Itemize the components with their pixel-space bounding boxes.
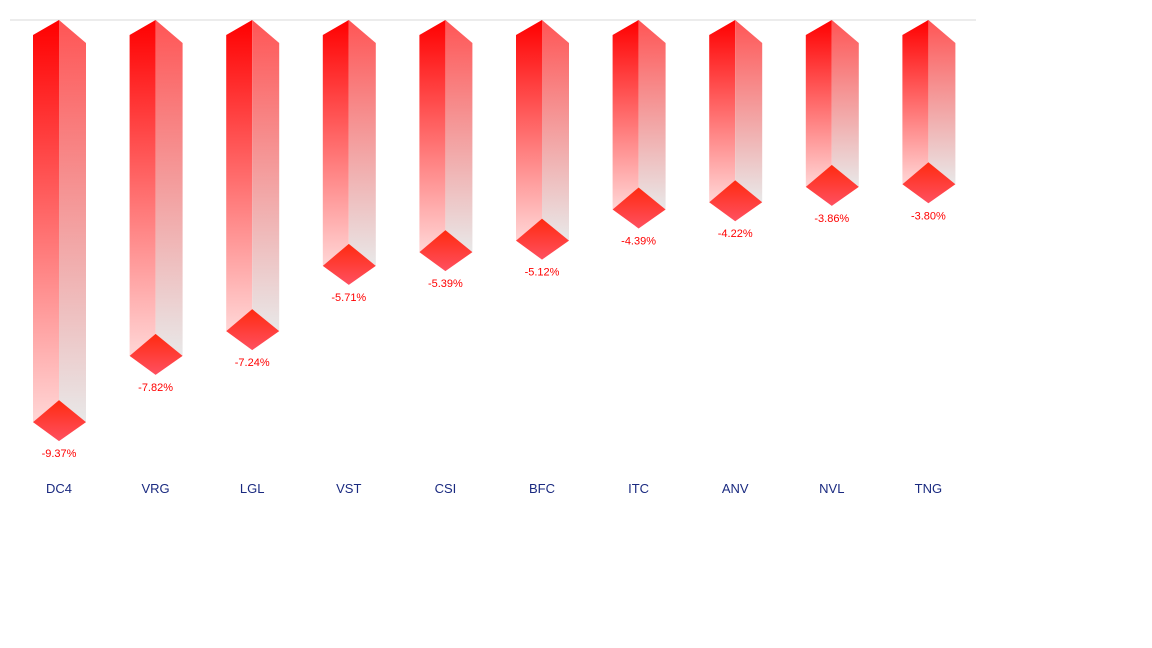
bar-left-face: [612, 20, 639, 210]
bar-left-face: [322, 20, 349, 266]
bar-TNG: -3.80% TNG: [902, 20, 956, 496]
category-label: VRG: [142, 481, 170, 496]
bar-right-face: [59, 20, 86, 423]
bar-bottom-cap: [709, 180, 763, 222]
bar-left-face: [419, 20, 446, 253]
data-label: -7.24%: [235, 357, 270, 369]
category-label: DC4: [46, 481, 72, 496]
bar-bottom-cap: [322, 243, 376, 285]
category-label: ANV: [722, 481, 749, 496]
bar-left-face: [226, 20, 253, 332]
bar-right-face: [928, 20, 956, 185]
category-label: VST: [336, 481, 361, 496]
bar-left-face: [709, 20, 736, 203]
bar-ITC: -4.39% ITC: [612, 20, 666, 496]
data-label: -5.12%: [525, 267, 560, 279]
bar-left-face: [805, 20, 832, 187]
category-label: BFC: [529, 481, 555, 496]
category-label: ITC: [628, 481, 649, 496]
category-label: CSI: [435, 481, 457, 496]
bar-right-face: [735, 20, 763, 203]
data-label: -4.22%: [718, 228, 753, 240]
data-label: -3.86%: [814, 213, 849, 225]
bar-bottom-cap: [33, 400, 86, 442]
bar-left-face: [902, 20, 929, 185]
bar-NVL: -3.86% NVL: [805, 20, 859, 496]
bar-bottom-cap: [516, 218, 569, 260]
bar-right-face: [445, 20, 473, 253]
bar-left-face: [516, 20, 542, 241]
bar-left-face: [129, 20, 156, 356]
bar-BFC: -5.12% BFC: [516, 20, 569, 496]
data-label: -4.39%: [621, 235, 656, 247]
bar-right-face: [155, 20, 183, 356]
bar-bottom-cap: [902, 162, 956, 204]
bar-right-face: [831, 20, 859, 187]
bar-right-face: [252, 20, 280, 332]
bar-DC4: -9.37% DC4: [33, 20, 86, 496]
category-label: NVL: [819, 481, 844, 496]
data-label: -5.71%: [331, 292, 366, 304]
data-label: -7.82%: [138, 382, 173, 394]
data-label: -5.39%: [428, 278, 463, 290]
category-label: LGL: [240, 481, 265, 496]
bar-VST: -5.71% VST: [322, 20, 376, 496]
bar-CSI: -5.39% CSI: [419, 20, 473, 496]
data-label: -3.80%: [911, 210, 946, 222]
data-label: -9.37%: [42, 448, 77, 460]
bar-right-face: [542, 20, 569, 241]
category-label: TNG: [915, 481, 942, 496]
bar-bottom-cap: [226, 309, 280, 351]
bar-bottom-cap: [129, 333, 183, 375]
bar-bottom-cap: [612, 187, 666, 229]
bar-right-face: [638, 20, 666, 210]
bar-bottom-cap: [419, 230, 473, 272]
bar-bottom-cap: [805, 164, 859, 206]
bar-left-face: [33, 20, 59, 423]
bar-LGL: -7.24% LGL: [226, 20, 280, 496]
bar-right-face: [348, 20, 376, 266]
bar-ANV: -4.22% ANV: [709, 20, 763, 496]
bar-VRG: -7.82% VRG: [129, 20, 183, 496]
